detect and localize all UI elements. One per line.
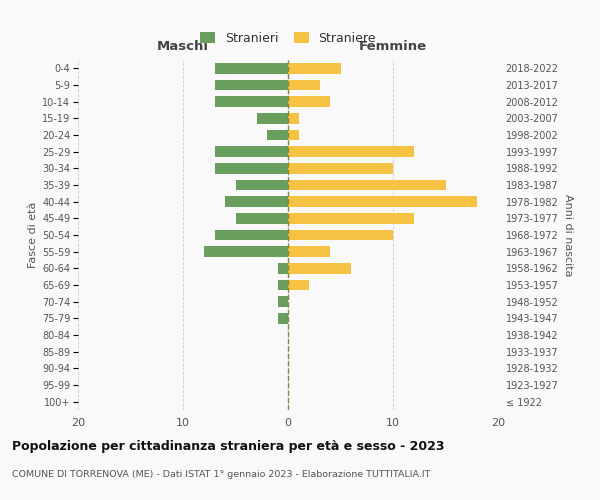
Bar (235, 213, 288, 224)
Bar (288, 113, 299, 124)
Bar (204, 246, 288, 257)
Bar (288, 230, 393, 240)
Bar (288, 280, 309, 290)
Bar (288, 263, 351, 274)
Bar (215, 80, 288, 90)
Text: Popolazione per cittadinanza straniera per età e sesso - 2023: Popolazione per cittadinanza straniera p… (12, 440, 445, 453)
Bar (215, 146, 288, 157)
Bar (288, 246, 330, 257)
Y-axis label: Fasce di età: Fasce di età (28, 202, 38, 268)
Bar (277, 313, 288, 324)
Bar (277, 280, 288, 290)
Bar (288, 63, 341, 74)
Legend: Stranieri, Straniere: Stranieri, Straniere (196, 28, 380, 48)
Bar (288, 163, 393, 174)
Bar (288, 180, 445, 190)
Bar (288, 130, 299, 140)
Bar (288, 146, 414, 157)
Bar (277, 296, 288, 307)
Bar (225, 196, 288, 207)
Bar (215, 63, 288, 74)
Bar (235, 180, 288, 190)
Bar (288, 196, 477, 207)
Bar (257, 113, 288, 124)
Text: COMUNE DI TORRENOVA (ME) - Dati ISTAT 1° gennaio 2023 - Elaborazione TUTTITALIA.: COMUNE DI TORRENOVA (ME) - Dati ISTAT 1°… (12, 470, 430, 479)
Text: Maschi: Maschi (157, 40, 209, 53)
Y-axis label: Anni di nascita: Anni di nascita (563, 194, 573, 276)
Bar (215, 96, 288, 107)
Bar (288, 213, 414, 224)
Text: Femmine: Femmine (359, 40, 427, 53)
Bar (288, 96, 330, 107)
Bar (215, 163, 288, 174)
Bar (277, 263, 288, 274)
Bar (215, 230, 288, 240)
Bar (288, 80, 320, 90)
Bar (267, 130, 288, 140)
